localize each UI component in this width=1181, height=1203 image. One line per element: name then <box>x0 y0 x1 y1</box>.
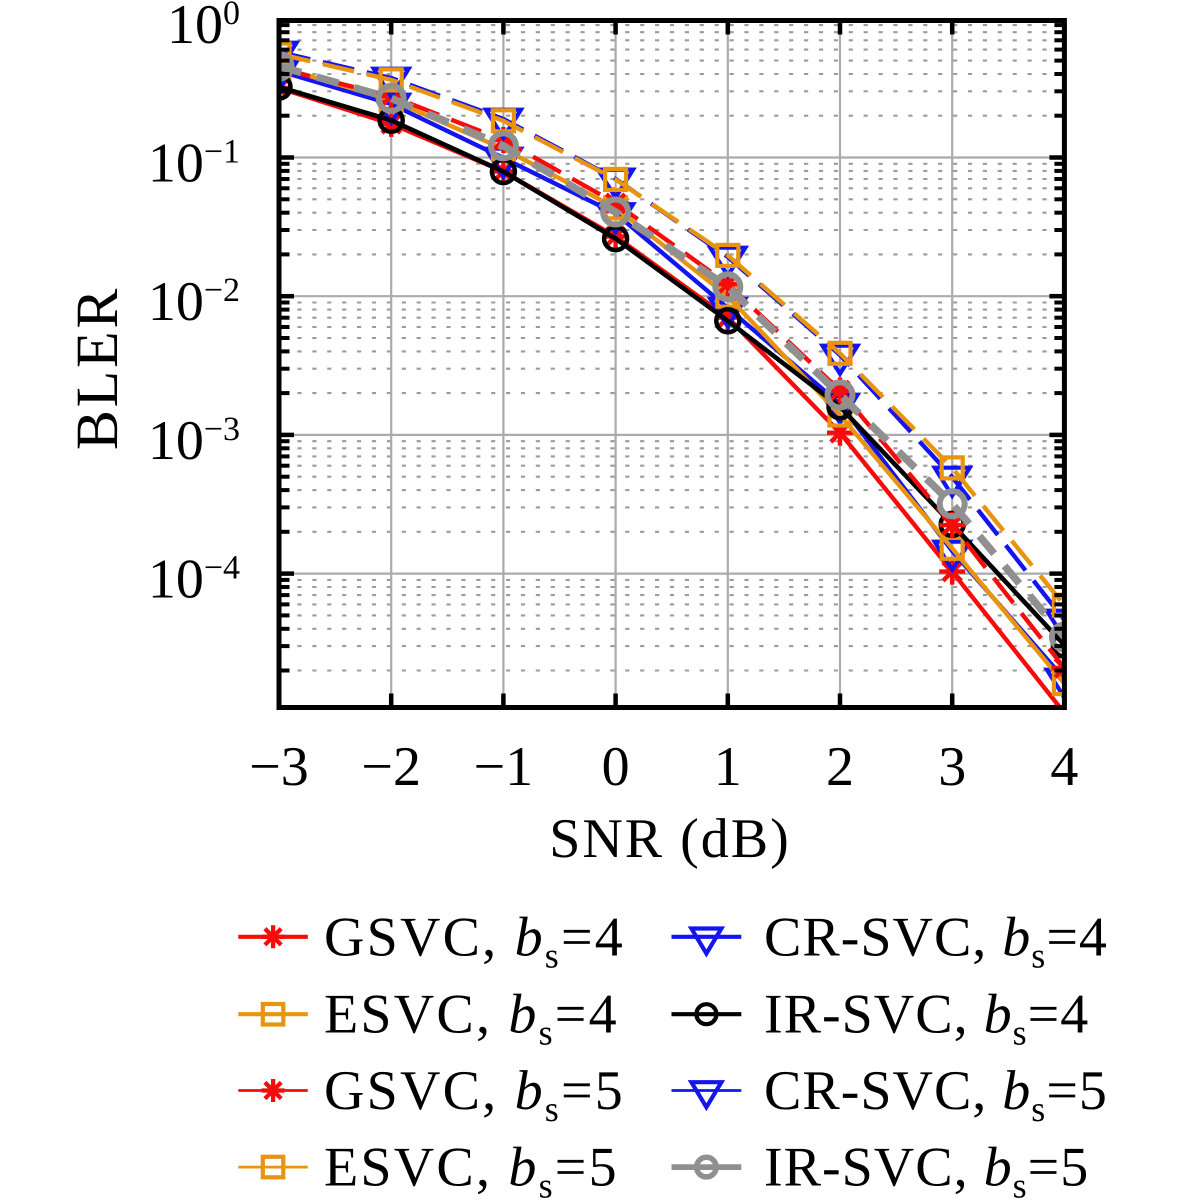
svg-text:BLER: BLER <box>64 286 130 450</box>
svg-text:3: 3 <box>938 736 966 798</box>
svg-text:CR-SVC, bs=5: CR-SVC, bs=5 <box>764 1060 1108 1129</box>
svg-text:2: 2 <box>826 736 854 798</box>
svg-text:1: 1 <box>714 736 742 798</box>
svg-text:4: 4 <box>1050 736 1078 798</box>
svg-text:ESVC, bs=4: ESVC, bs=4 <box>324 984 619 1053</box>
svg-text:−2: −2 <box>361 736 421 798</box>
svg-text:SNR (dB): SNR (dB) <box>549 808 791 870</box>
svg-text:10−4: 10−4 <box>148 549 240 611</box>
svg-text:−1: −1 <box>474 736 534 798</box>
svg-text:CR-SVC, bs=4: CR-SVC, bs=4 <box>764 906 1108 975</box>
svg-text:IR-SVC, bs=5: IR-SVC, bs=5 <box>764 1137 1089 1203</box>
svg-text:GSVC, bs=5: GSVC, bs=5 <box>324 1060 625 1129</box>
svg-text:GSVC, bs=4: GSVC, bs=4 <box>324 906 625 975</box>
svg-text:ESVC, bs=5: ESVC, bs=5 <box>324 1137 619 1203</box>
svg-text:10−1: 10−1 <box>148 133 240 195</box>
svg-text:−3: −3 <box>249 736 309 798</box>
svg-text:0: 0 <box>602 736 630 798</box>
svg-text:IR-SVC, bs=4: IR-SVC, bs=4 <box>764 984 1089 1053</box>
svg-text:10−3: 10−3 <box>148 410 240 472</box>
